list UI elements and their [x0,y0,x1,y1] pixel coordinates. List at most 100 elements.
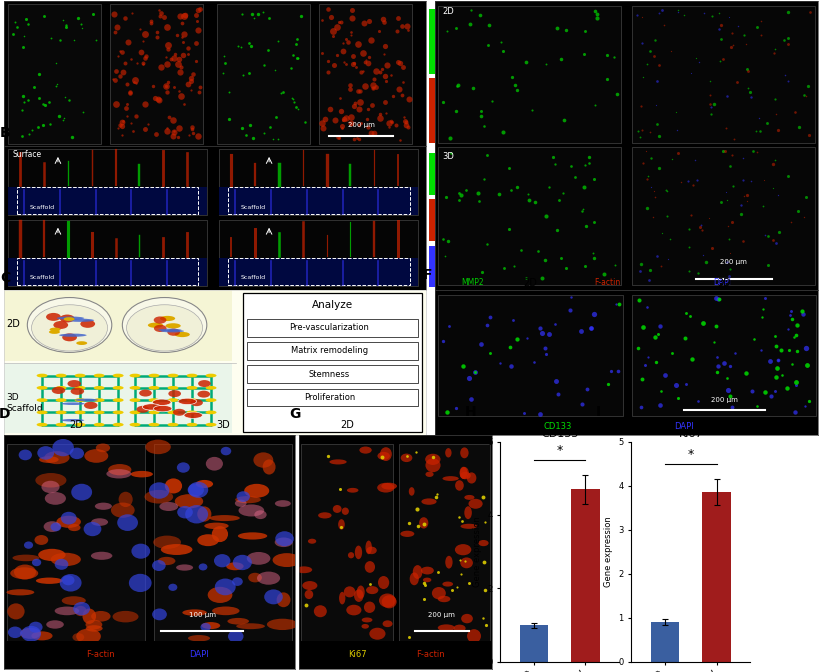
Circle shape [232,577,242,586]
Ellipse shape [381,595,396,608]
Circle shape [56,386,66,390]
Ellipse shape [366,546,376,554]
Text: 200 μm: 200 μm [720,259,746,265]
Ellipse shape [318,512,331,519]
Bar [428,153,434,195]
Ellipse shape [96,444,110,452]
Ellipse shape [365,540,372,554]
Circle shape [55,559,68,570]
Circle shape [167,411,179,414]
Circle shape [60,574,81,591]
Ellipse shape [455,544,471,555]
Text: Scaffold: Scaffold [240,204,265,210]
Text: 3D: 3D [717,278,731,288]
Text: 3D
Scaffold: 3D Scaffold [7,393,43,413]
Text: Surface: Surface [12,150,42,159]
Circle shape [93,374,105,378]
Text: Matrix remodeling: Matrix remodeling [291,347,368,355]
Text: Vinculin: Vinculin [436,30,441,54]
Ellipse shape [53,321,68,329]
Ellipse shape [234,500,247,507]
Ellipse shape [35,473,66,487]
Ellipse shape [211,526,228,542]
Ellipse shape [44,451,70,464]
Circle shape [206,374,216,378]
Ellipse shape [437,596,450,602]
Ellipse shape [159,502,178,511]
Ellipse shape [308,539,316,544]
Circle shape [152,560,165,571]
Ellipse shape [182,610,206,616]
Ellipse shape [188,635,210,641]
Ellipse shape [84,402,97,409]
Circle shape [129,386,140,390]
Ellipse shape [369,628,385,640]
Circle shape [112,398,124,402]
Ellipse shape [197,534,219,546]
Circle shape [117,514,138,531]
Circle shape [61,512,76,525]
Ellipse shape [423,578,431,583]
Ellipse shape [153,317,166,324]
Ellipse shape [158,329,181,331]
Circle shape [148,374,160,378]
Ellipse shape [378,576,389,589]
Circle shape [75,386,85,390]
Title: CD133: CD133 [541,429,577,439]
Circle shape [129,411,140,414]
Bar [7,444,145,640]
Circle shape [8,626,22,638]
Circle shape [177,506,192,519]
Bar [16,187,198,214]
Bar [398,444,490,640]
Ellipse shape [168,390,181,397]
Bar [154,444,292,640]
Text: 200 μm: 200 μm [710,396,737,403]
Bar [247,366,418,383]
Circle shape [70,448,84,459]
Ellipse shape [365,586,378,594]
Circle shape [168,584,177,591]
Bar [219,187,418,215]
Ellipse shape [455,480,464,491]
Circle shape [56,423,66,427]
Ellipse shape [154,325,166,332]
Ellipse shape [12,554,39,561]
Ellipse shape [453,624,465,632]
Circle shape [148,398,160,402]
Circle shape [233,555,251,570]
Ellipse shape [346,605,361,616]
Ellipse shape [60,314,75,323]
Text: F-actin: F-actin [436,100,441,122]
Text: 2D: 2D [340,420,354,430]
Bar [519,625,547,662]
Ellipse shape [425,454,440,465]
Bar [631,147,813,284]
Bar [247,319,418,337]
Ellipse shape [329,460,346,464]
Ellipse shape [333,505,342,513]
Circle shape [275,532,293,546]
Ellipse shape [61,596,86,605]
Bar [428,9,434,74]
Circle shape [152,399,171,405]
Text: DAPI: DAPI [713,278,731,288]
Text: MMP2: MMP2 [461,278,484,288]
Circle shape [186,398,197,402]
Ellipse shape [174,494,203,509]
Ellipse shape [86,625,102,632]
Ellipse shape [432,587,446,599]
Y-axis label: Gene expression: Gene expression [603,516,612,587]
Circle shape [129,423,140,427]
Ellipse shape [421,499,436,505]
Text: 3D: 3D [441,152,454,161]
Bar [4,290,232,361]
Ellipse shape [167,329,179,336]
Ellipse shape [85,620,102,630]
Text: Scaffold: Scaffold [29,276,55,280]
Ellipse shape [68,524,80,531]
Bar [8,4,101,144]
Circle shape [56,411,66,414]
Ellipse shape [377,452,389,460]
Circle shape [167,423,179,427]
